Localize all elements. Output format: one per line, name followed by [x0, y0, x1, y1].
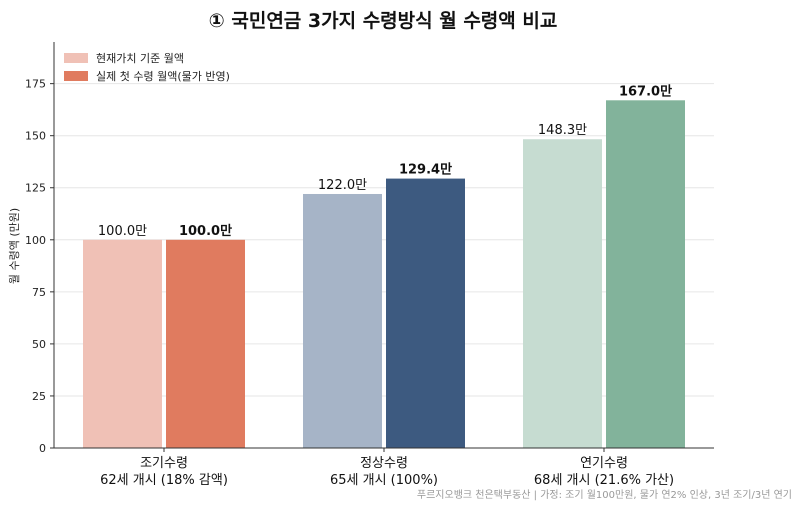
- legend-label: 현재가치 기준 월액: [96, 52, 184, 65]
- y-tick-label: 75: [32, 286, 46, 299]
- x-tick-label: 조기수령: [140, 456, 188, 471]
- data-label: 129.4만: [399, 162, 452, 178]
- bar: [606, 100, 685, 448]
- bar: [523, 139, 602, 448]
- legend-swatch: [64, 53, 88, 63]
- bar: [83, 240, 162, 448]
- x-tick-label: 연기수령: [580, 456, 628, 471]
- data-label: 148.3만: [538, 123, 587, 138]
- footnote: 푸르지오뱅크 천은택부동산 | 가정: 조기 월100만원, 물가 연2% 인상…: [417, 489, 792, 501]
- data-label: 100.0만: [98, 224, 147, 239]
- y-tick-label: 25: [32, 390, 46, 403]
- x-tick-sublabel: 65세 개시 (100%): [330, 473, 438, 488]
- x-tick-sublabel: 62세 개시 (18% 감액): [100, 473, 228, 488]
- y-axis-label: 월 수령액 (만원): [8, 208, 21, 284]
- chart-title: ① 국민연금 3가지 수령방식 월 수령액 비교: [209, 10, 558, 32]
- y-tick-label: 0: [39, 442, 46, 455]
- data-label: 122.0만: [318, 178, 367, 193]
- bar: [386, 179, 465, 448]
- data-label: 167.0만: [619, 83, 672, 99]
- x-tick-sublabel: 68세 개시 (21.6% 가산): [534, 473, 674, 488]
- data-label: 100.0만: [179, 223, 232, 239]
- legend-swatch: [64, 71, 88, 81]
- legend-label: 실제 첫 수령 월액(물가 반영): [96, 70, 230, 83]
- y-tick-label: 100: [25, 234, 46, 247]
- y-tick-label: 150: [25, 130, 46, 143]
- x-tick-label: 정상수령: [360, 456, 408, 471]
- bar: [303, 194, 382, 448]
- bar: [166, 240, 245, 448]
- y-tick-label: 50: [32, 338, 46, 351]
- y-tick-label: 125: [25, 182, 46, 195]
- y-tick-label: 175: [25, 78, 46, 91]
